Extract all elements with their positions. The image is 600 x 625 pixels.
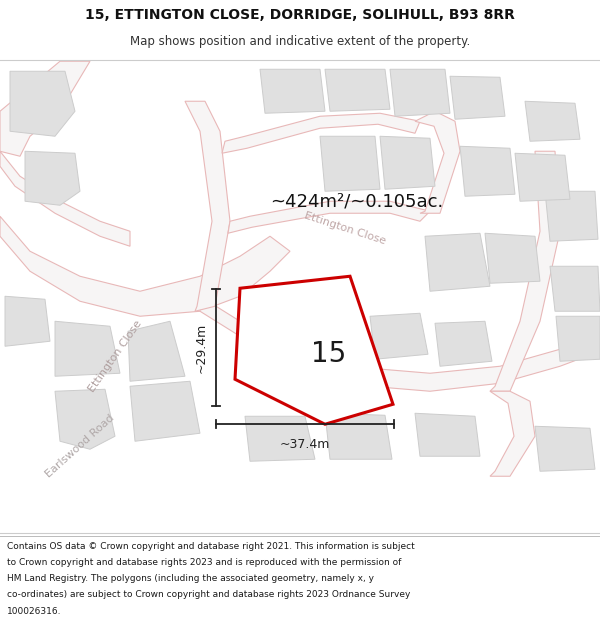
Polygon shape xyxy=(415,111,460,213)
Polygon shape xyxy=(320,136,380,191)
Polygon shape xyxy=(235,276,393,424)
Polygon shape xyxy=(0,151,130,246)
Polygon shape xyxy=(325,69,390,111)
Polygon shape xyxy=(228,201,430,233)
Polygon shape xyxy=(415,413,480,456)
Polygon shape xyxy=(5,296,50,346)
Polygon shape xyxy=(25,151,80,205)
Polygon shape xyxy=(325,413,392,459)
Text: 100026316.: 100026316. xyxy=(7,606,62,616)
Polygon shape xyxy=(185,101,230,311)
Polygon shape xyxy=(200,296,600,391)
Polygon shape xyxy=(55,389,115,449)
Polygon shape xyxy=(556,316,600,361)
Polygon shape xyxy=(490,391,535,476)
Text: Contains OS data © Crown copyright and database right 2021. This information is : Contains OS data © Crown copyright and d… xyxy=(7,542,415,551)
Polygon shape xyxy=(490,151,560,391)
Text: to Crown copyright and database rights 2023 and is reproduced with the permissio: to Crown copyright and database rights 2… xyxy=(7,558,401,567)
Polygon shape xyxy=(10,71,75,136)
Polygon shape xyxy=(425,233,490,291)
Polygon shape xyxy=(545,191,598,241)
Polygon shape xyxy=(245,416,315,461)
Polygon shape xyxy=(380,136,435,189)
Text: HM Land Registry. The polygons (including the associated geometry, namely x, y: HM Land Registry. The polygons (includin… xyxy=(7,574,374,583)
Polygon shape xyxy=(535,426,595,471)
Polygon shape xyxy=(370,313,428,359)
Text: Earlswood Road: Earlswood Road xyxy=(44,413,116,479)
Polygon shape xyxy=(222,113,420,153)
Polygon shape xyxy=(450,76,505,119)
Polygon shape xyxy=(0,61,90,156)
Text: co-ordinates) are subject to Crown copyright and database rights 2023 Ordnance S: co-ordinates) are subject to Crown copyr… xyxy=(7,590,410,599)
Polygon shape xyxy=(435,321,492,366)
Text: 15, ETTINGTON CLOSE, DORRIDGE, SOLIHULL, B93 8RR: 15, ETTINGTON CLOSE, DORRIDGE, SOLIHULL,… xyxy=(85,8,515,22)
Polygon shape xyxy=(525,101,580,141)
Polygon shape xyxy=(128,321,185,381)
Polygon shape xyxy=(515,153,570,201)
Polygon shape xyxy=(130,381,200,441)
Polygon shape xyxy=(550,266,600,311)
Text: 15: 15 xyxy=(311,341,346,369)
Polygon shape xyxy=(0,216,290,316)
Polygon shape xyxy=(485,233,540,283)
Polygon shape xyxy=(390,69,450,116)
Text: Ettington Close: Ettington Close xyxy=(303,211,387,246)
Polygon shape xyxy=(55,321,120,376)
Polygon shape xyxy=(460,146,515,196)
Text: Map shows position and indicative extent of the property.: Map shows position and indicative extent… xyxy=(130,36,470,49)
Polygon shape xyxy=(305,313,368,356)
Text: ~37.4m: ~37.4m xyxy=(280,438,330,451)
Text: ~29.4m: ~29.4m xyxy=(195,322,208,373)
Text: ~424m²/~0.105ac.: ~424m²/~0.105ac. xyxy=(270,192,443,210)
Polygon shape xyxy=(260,69,325,113)
Text: Ettington Close: Ettington Close xyxy=(86,319,143,394)
